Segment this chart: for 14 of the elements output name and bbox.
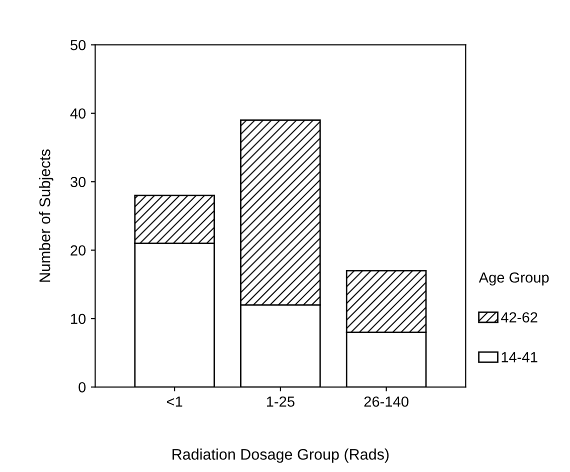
y-tick-label: 40 [70,108,86,119]
x-tick-label: 1-25 [266,396,294,407]
y-tick-label: 10 [71,314,86,324]
legend-label: 42-62 [501,312,538,323]
y-tick-label: 20 [70,245,86,256]
x-axis-title: Radiation Dosage Group (Rads) [172,448,389,463]
x-tick-label: <1 [166,396,182,407]
y-tick-label: 50 [70,40,86,50]
legend-title: Age Group [478,272,549,286]
legend-label: 14-41 [502,352,538,362]
y-tick-label: 30 [70,176,86,188]
y-tick-label: 0 [78,382,86,392]
x-tick-label: 26-140 [364,396,408,407]
y-axis-title: Number of Subjects [39,149,54,282]
